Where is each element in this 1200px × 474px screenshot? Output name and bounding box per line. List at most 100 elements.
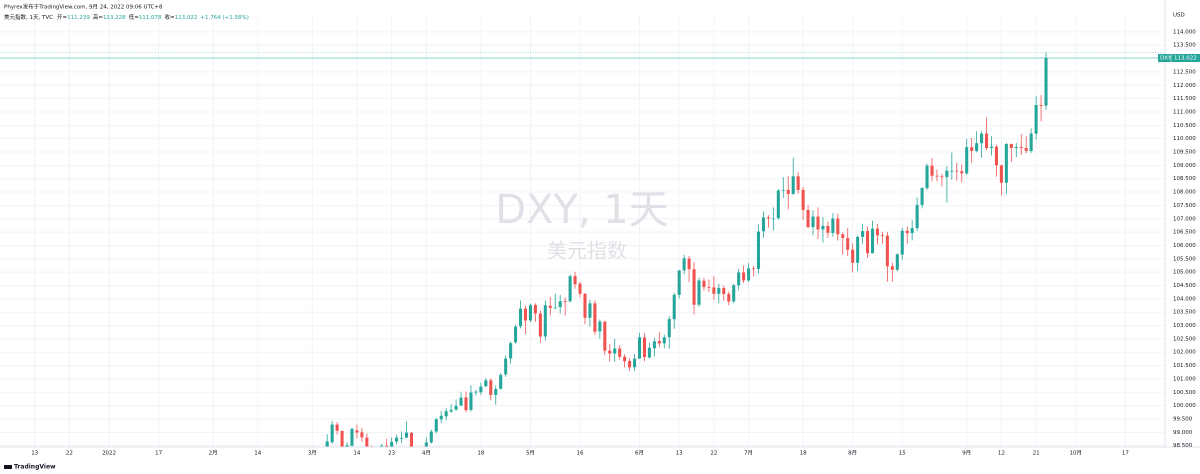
candle-body <box>613 348 617 354</box>
y-tick-label: 105.500 <box>1173 256 1196 262</box>
candle-body <box>687 258 691 270</box>
candle-body <box>518 308 523 327</box>
legend-ohlc-label: 高= <box>93 13 104 21</box>
candle-body <box>791 176 795 194</box>
y-tick-label: 110.000 <box>1173 136 1196 142</box>
y-tick-label: 110.500 <box>1173 123 1196 129</box>
candle-body <box>642 337 647 358</box>
candle-body <box>504 358 508 375</box>
candle-body <box>657 341 661 344</box>
overlay: DXY 113.022 <box>0 52 1200 62</box>
candle-body <box>965 147 969 174</box>
time-axis: 13 22 2022 17 2月 14 3月 14 23 4月 18 5月 16 6月 13 22 7月 18 8月… <box>31 450 1129 457</box>
watermark-name: 美元指数 <box>547 239 627 263</box>
candle-body <box>558 301 562 308</box>
legend: 美元指数, 1天, TVC 开=111.239 高=113.228 低=111.078… <box>4 13 249 21</box>
candle-body <box>677 270 681 295</box>
y-tick-label: 106.500 <box>1173 230 1196 236</box>
candle-body <box>950 170 954 172</box>
price-tag-bg <box>1158 53 1200 62</box>
candle-body <box>345 445 349 447</box>
candle-body <box>692 269 696 305</box>
candle-body <box>355 430 359 433</box>
legend-ohlc-value: 113.022 <box>175 15 198 21</box>
candle-body <box>885 235 889 267</box>
candle-body <box>727 294 731 302</box>
x-tick-label: 21 <box>1033 451 1040 457</box>
x-tick-label: 23 <box>388 451 395 457</box>
y-tick-label: 114.000 <box>1173 29 1196 35</box>
y-tick-label: 112.500 <box>1173 69 1196 75</box>
y-tick-label: 107.000 <box>1173 216 1196 222</box>
candle-body <box>573 276 577 285</box>
candle-body <box>697 280 701 305</box>
candle-body <box>662 337 666 344</box>
x-tick-label: 4月 <box>422 450 431 457</box>
logo-mark <box>4 465 12 469</box>
candle-body <box>449 409 453 412</box>
candle-body <box>523 308 528 321</box>
candle-body <box>593 303 597 332</box>
candle-body <box>1044 57 1048 106</box>
candle-body <box>380 445 384 447</box>
candle-body <box>429 431 433 443</box>
x-tick-label: 9月 <box>962 450 971 457</box>
candle-body <box>717 287 721 294</box>
candle-body <box>831 218 835 233</box>
candle-body <box>816 216 820 230</box>
candles <box>325 52 1048 447</box>
price-axis: 98.500 99.000 99.500 100.000 100.500 101.000 1… <box>1173 29 1196 449</box>
candle-body <box>325 441 329 447</box>
x-tick-label: 15 <box>899 451 906 457</box>
price-tag-symbol: DXY <box>1160 55 1172 61</box>
candle-body <box>975 143 979 151</box>
candle-body <box>960 171 964 174</box>
x-tick-label: 6月 <box>635 450 644 457</box>
candle-body <box>925 165 929 189</box>
y-tick-label: 100.000 <box>1173 403 1196 409</box>
y-tick-label: 100.500 <box>1173 390 1196 396</box>
candle-body <box>330 424 334 443</box>
candle-body <box>915 204 919 229</box>
x-tick-label: 2月 <box>209 450 218 457</box>
x-tick-label: 18 <box>800 451 807 457</box>
candle-body <box>1009 144 1013 149</box>
candle-body <box>984 133 989 149</box>
candle-body <box>880 235 884 237</box>
x-tick-label: 22 <box>710 451 717 457</box>
candle-body <box>771 218 775 220</box>
candle-body <box>637 337 642 359</box>
candle-body <box>737 272 741 286</box>
candle-body <box>647 347 651 358</box>
grid <box>0 14 1165 447</box>
candle-body <box>801 189 805 210</box>
candle-body <box>999 165 1003 183</box>
legend-name: 美元指数, 1天, TVC <box>4 13 53 21</box>
y-tick-label: 109.500 <box>1173 150 1196 156</box>
candle-body <box>588 303 592 318</box>
price-tag-value: 113.022 <box>1174 55 1197 61</box>
y-tick-label: 103.000 <box>1173 323 1196 329</box>
candle-body <box>866 231 870 254</box>
legend-ohlc-label: 低= <box>129 13 140 21</box>
candle-body <box>514 326 518 343</box>
y-tick-label: 103.500 <box>1173 310 1196 316</box>
candle-body <box>454 405 458 410</box>
candle-body <box>335 424 339 431</box>
candle-body <box>955 170 959 172</box>
candle-body <box>712 287 716 294</box>
candle-body <box>499 374 503 389</box>
logo: TradingView <box>4 464 56 471</box>
y-tick-label: 108.500 <box>1173 176 1196 182</box>
legend-ohlc-value: 113.228 <box>103 15 126 21</box>
candle-body <box>1029 133 1033 151</box>
candle-body <box>672 294 676 320</box>
legend-ohlc-label: 开= <box>57 14 68 21</box>
legend-ohlc-value: 111.239 <box>67 15 90 21</box>
candle-body <box>870 228 875 254</box>
candle-body <box>781 189 785 191</box>
x-tick-label: 16 <box>577 451 584 457</box>
candle-body <box>756 231 761 269</box>
candle-body <box>1039 105 1043 106</box>
candle-body <box>821 225 825 230</box>
